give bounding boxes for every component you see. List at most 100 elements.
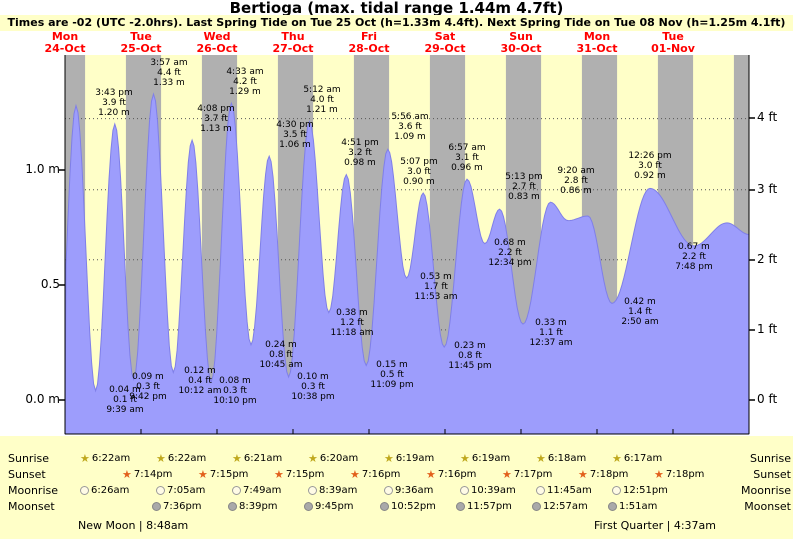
sunset-star-icon: ★: [578, 468, 588, 481]
moonset-time: 12:57am: [543, 500, 588, 512]
moonset-time: 11:57pm: [467, 500, 512, 512]
tide-high-label: 4:30 pm 3.5 ft 1.06 m: [276, 120, 314, 150]
sunrise-entry: ★ 6:22am: [156, 452, 206, 465]
tide-low-label: 0.09 m 0.3 ft 9:42 pm: [129, 372, 167, 402]
moonset-moon-icon: [456, 502, 465, 511]
moonrise-moon-icon: [232, 486, 241, 495]
sunrise-row-label-left: Sunrise: [8, 452, 50, 465]
sunrise-entry: ★ 6:21am: [232, 452, 282, 465]
date-label: Sun 30-Oct: [500, 30, 542, 55]
tide-high-label: 5:12 am 4.0 ft 1.21 m: [303, 85, 341, 115]
tide-low-label: 0.24 m 0.8 ft 10:45 am: [259, 340, 303, 370]
sunset-entry: ★ 7:16pm: [426, 468, 476, 481]
moonset-moon-icon: [228, 502, 237, 511]
chart-subtitle: Times are -02 (UTC -2.0hrs). Last Spring…: [0, 15, 793, 31]
moonset-entry: 7:36pm: [152, 500, 202, 513]
sunset-star-icon: ★: [426, 468, 436, 481]
sunset-entry: ★ 7:14pm: [122, 468, 172, 481]
moonrise-row-label-left: Moonrise: [8, 484, 58, 497]
sunrise-star-icon: ★: [384, 452, 394, 465]
moonrise-time: 9:36am: [395, 484, 434, 496]
sunrise-star-icon: ★: [156, 452, 166, 465]
sunset-row-label-right: Sunset: [753, 468, 791, 481]
sunrise-star-icon: ★: [308, 452, 318, 465]
y-axis-left-label: 0.5: [40, 277, 60, 291]
tide-high-label: 3:43 pm 3.9 ft 1.20 m: [95, 88, 133, 118]
sunset-time: 7:15pm: [285, 468, 325, 480]
moonset-time: 7:36pm: [163, 500, 202, 512]
tide-high-label: 3:57 am 4.4 ft 1.33 m: [150, 58, 188, 88]
moonrise-entry: 11:45am: [536, 484, 592, 497]
sunrise-star-icon: ★: [232, 452, 242, 465]
sunrise-time: 6:19am: [395, 452, 435, 464]
y-axis-right-label: 2 ft: [757, 252, 778, 266]
date-label: Tue 25-Oct: [120, 30, 162, 55]
moonrise-time: 7:49am: [243, 484, 282, 496]
moonset-time: 1:51am: [619, 500, 658, 512]
tide-low-label: 0.68 m 2.2 ft 12:34 pm: [488, 238, 532, 268]
sunrise-star-icon: ★: [460, 452, 470, 465]
tide-low-label: 0.38 m 1.2 ft 11:18 am: [330, 308, 374, 338]
moonset-time: 10:52pm: [391, 500, 436, 512]
moonset-moon-icon: [152, 502, 161, 511]
sunrise-entry: ★ 6:19am: [384, 452, 434, 465]
sunrise-row-label-right: Sunrise: [749, 452, 791, 465]
y-axis-left-label: 1.0 m: [25, 162, 60, 176]
sunset-star-icon: ★: [502, 468, 512, 481]
tide-low-label: 0.53 m 1.7 ft 11:53 am: [414, 272, 458, 302]
tide-low-label: 0.12 m 0.4 ft 10:12 am: [178, 366, 222, 396]
sunrise-time: 6:20am: [319, 452, 359, 464]
tide-high-label: 9:20 am 2.8 ft 0.86 m: [557, 166, 595, 196]
moonset-entry: 11:57pm: [456, 500, 512, 513]
tide-low-label: 0.15 m 0.5 ft 11:09 pm: [370, 360, 414, 390]
y-axis-left-label: 0.0 m: [25, 392, 60, 406]
sunrise-star-icon: ★: [80, 452, 90, 465]
moonrise-moon-icon: [460, 486, 469, 495]
moonrise-time: 7:05am: [167, 484, 206, 496]
sunset-star-icon: ★: [274, 468, 284, 481]
moonrise-time: 8:39am: [319, 484, 358, 496]
moonset-time: 8:39pm: [239, 500, 278, 512]
moonrise-moon-icon: [308, 486, 317, 495]
date-label: Thu 27-Oct: [272, 30, 314, 55]
moonrise-time: 6:26am: [91, 484, 130, 496]
tide-low-label: 0.33 m 1.1 ft 12:37 am: [529, 318, 573, 348]
date-label: Fri 28-Oct: [348, 30, 390, 55]
sunrise-time: 6:17am: [623, 452, 663, 464]
moonrise-entry: 8:39am: [308, 484, 357, 497]
sunset-row-label-left: Sunset: [8, 468, 46, 481]
moonset-entry: 9:45pm: [304, 500, 354, 513]
y-axis-right-label: 3 ft: [757, 182, 778, 196]
tide-high-label: 5:13 pm 2.7 ft 0.83 m: [505, 172, 543, 202]
moonrise-time: 12:51pm: [623, 484, 668, 496]
moonrise-entry: 7:49am: [232, 484, 281, 497]
tide-high-label: 6:57 am 3.1 ft 0.96 m: [448, 143, 486, 173]
tide-high-label: 12:26 pm 3.0 ft 0.92 m: [628, 151, 672, 181]
tide-high-label: 4:08 pm 3.7 ft 1.13 m: [197, 104, 235, 134]
moonset-moon-icon: [532, 502, 541, 511]
moonrise-entry: 12:51pm: [612, 484, 668, 497]
sunset-time: 7:16pm: [437, 468, 477, 480]
y-axis-right-label: 4 ft: [757, 110, 778, 124]
moonrise-time: 11:45am: [547, 484, 592, 496]
sunrise-entry: ★ 6:17am: [612, 452, 662, 465]
tide-low-label: 0.67 m 2.2 ft 7:48 pm: [675, 242, 713, 272]
moonset-entry: 8:39pm: [228, 500, 278, 513]
moonrise-moon-icon: [536, 486, 545, 495]
tide-low-label: 0.10 m 0.3 ft 10:38 pm: [291, 372, 335, 402]
tide-high-label: 4:33 am 4.2 ft 1.29 m: [226, 67, 264, 97]
sunset-time: 7:16pm: [361, 468, 401, 480]
sunset-entry: ★ 7:15pm: [198, 468, 248, 481]
sunset-time: 7:18pm: [589, 468, 629, 480]
moonrise-entry: 6:26am: [80, 484, 129, 497]
moonset-row-label-right: Moonset: [744, 500, 791, 513]
y-axis-right-label: 0 ft: [757, 392, 778, 406]
sunset-entry: ★ 7:18pm: [578, 468, 628, 481]
sunrise-time: 6:18am: [547, 452, 587, 464]
sunset-time: 7:14pm: [133, 468, 173, 480]
sunset-entry: ★ 7:15pm: [274, 468, 324, 481]
sunrise-time: 6:19am: [471, 452, 511, 464]
tide-low-label: 0.42 m 1.4 ft 2:50 am: [621, 297, 659, 327]
sunset-time: 7:17pm: [513, 468, 553, 480]
